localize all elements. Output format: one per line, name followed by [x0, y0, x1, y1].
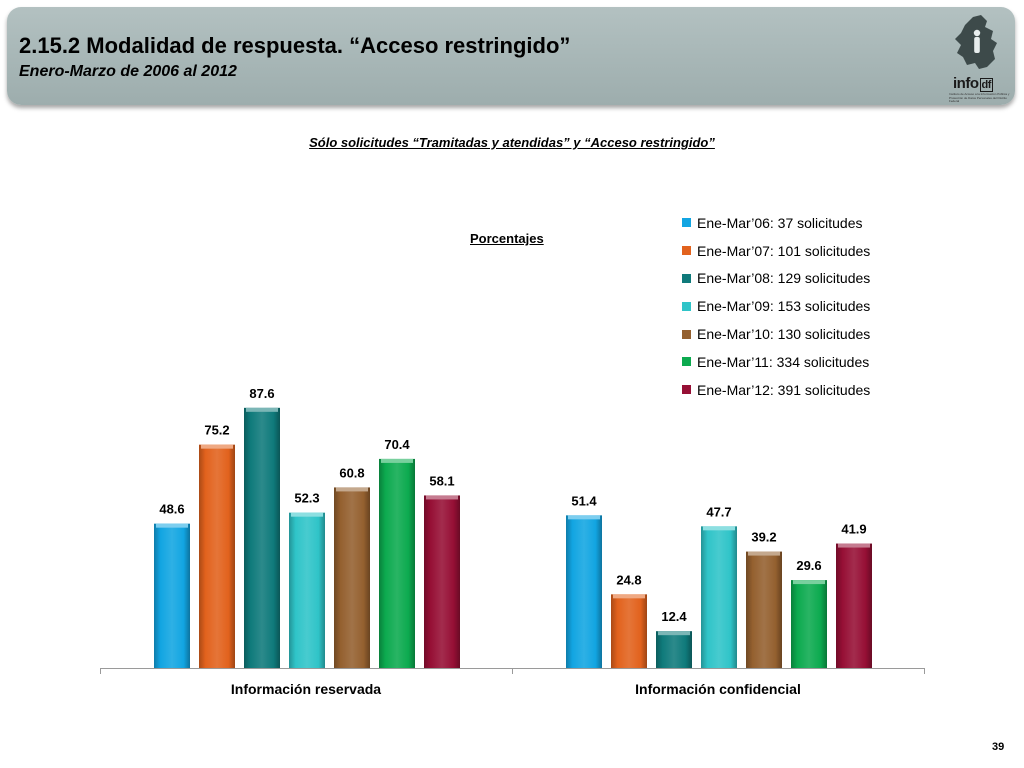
legend-item: Ene-Mar’11: 334 solicitudes	[682, 348, 870, 376]
bar-highlight	[201, 444, 233, 449]
legend-label: Ene-Mar’07: 101 solicitudes	[697, 242, 871, 259]
bar	[701, 526, 737, 668]
bar	[379, 458, 415, 668]
legend-swatch	[682, 218, 691, 228]
bar	[199, 444, 235, 668]
bar	[746, 551, 782, 668]
bar	[154, 523, 190, 668]
legend-label: Ene-Mar’08: 129 solicitudes	[697, 270, 871, 287]
data-label: 41.9	[841, 522, 866, 537]
bar-highlight	[793, 580, 825, 585]
legend-item: Ene-Mar’08: 129 solicitudes	[682, 265, 870, 293]
legend-swatch	[682, 357, 691, 367]
legend-swatch	[682, 329, 691, 339]
bar-highlight	[291, 512, 323, 517]
legend-label: Ene-Mar’06: 37 solicitudes	[697, 214, 863, 231]
bar	[611, 594, 647, 668]
data-label: 29.6	[796, 558, 821, 573]
chart-title: Sólo solicitudes “Tramitadas y atendidas…	[309, 135, 715, 150]
bar	[244, 407, 280, 668]
legend-swatch	[682, 246, 691, 256]
data-label: 47.7	[706, 504, 731, 519]
bar	[566, 515, 602, 668]
legend-swatch	[682, 385, 691, 395]
legend-item: Ene-Mar’06: 37 solicitudes	[682, 209, 870, 237]
bar-highlight	[246, 407, 278, 412]
legend-label: Ene-Mar’11: 334 solicitudes	[697, 353, 870, 370]
legend-item: Ene-Mar’10: 130 solicitudes	[682, 320, 870, 348]
logo-caption: Instituto de Acceso a la Información Púb…	[949, 92, 1010, 103]
legend-item: Ene-Mar’09: 153 solicitudes	[682, 292, 870, 320]
infodf-logo: info df Instituto de Acceso a la Informac…	[935, 13, 1015, 103]
bar-highlight	[568, 515, 600, 520]
legend-swatch	[682, 301, 691, 311]
bar-highlight	[426, 495, 458, 500]
data-label: 39.2	[751, 530, 776, 545]
data-label: 87.6	[249, 386, 274, 401]
bar-highlight	[336, 487, 368, 492]
legend-label: Ene-Mar’09: 153 solicitudes	[697, 298, 871, 315]
category-label: Información confidencial	[635, 681, 801, 697]
bar-highlight	[703, 526, 735, 531]
page-number: 39	[992, 741, 1005, 753]
bar-highlight	[156, 523, 188, 528]
bar	[836, 543, 872, 668]
bar-highlight	[613, 594, 645, 599]
data-label: 12.4	[661, 609, 687, 624]
chart-legend: Ene-Mar’06: 37 solicitudes Ene-Mar’07: 10…	[682, 209, 870, 404]
data-label: 51.4	[571, 493, 597, 508]
legend-label: Ene-Mar’12: 391 solicitudes	[697, 381, 871, 398]
bar	[334, 487, 370, 668]
header-banner: 2.15.2 Modalidad de respuesta. “Acceso r…	[7, 7, 1015, 105]
data-label: 70.4	[384, 437, 410, 452]
data-label: 58.1	[429, 473, 454, 488]
map-silhouette-icon	[955, 15, 997, 69]
data-label: 48.6	[159, 502, 184, 517]
bar	[289, 512, 325, 668]
bar-highlight	[838, 543, 870, 548]
data-label: 24.8	[616, 572, 641, 587]
data-label: 52.3	[294, 491, 319, 506]
bar-highlight	[658, 631, 690, 636]
legend-item: Ene-Mar’07: 101 solicitudes	[682, 237, 870, 265]
bar	[791, 580, 827, 668]
logo-wordmark: info df	[953, 75, 993, 92]
legend-label: Ene-Mar’10: 130 solicitudes	[697, 326, 871, 343]
bar-highlight	[381, 458, 413, 463]
category-label: Información reservada	[231, 681, 381, 697]
unit-label: Porcentajes	[470, 231, 544, 246]
legend-item: Ene-Mar’12: 391 solicitudes	[682, 376, 870, 404]
slide-title: 2.15.2 Modalidad de respuesta. “Acceso r…	[19, 33, 571, 58]
bar	[656, 631, 692, 668]
bar-highlight	[748, 551, 780, 556]
legend-swatch	[682, 273, 691, 283]
data-label: 60.8	[339, 465, 364, 480]
bar	[424, 495, 460, 668]
slide-subtitle: Enero-Marzo de 2006 al 2012	[19, 63, 237, 80]
data-label: 75.2	[204, 423, 229, 438]
